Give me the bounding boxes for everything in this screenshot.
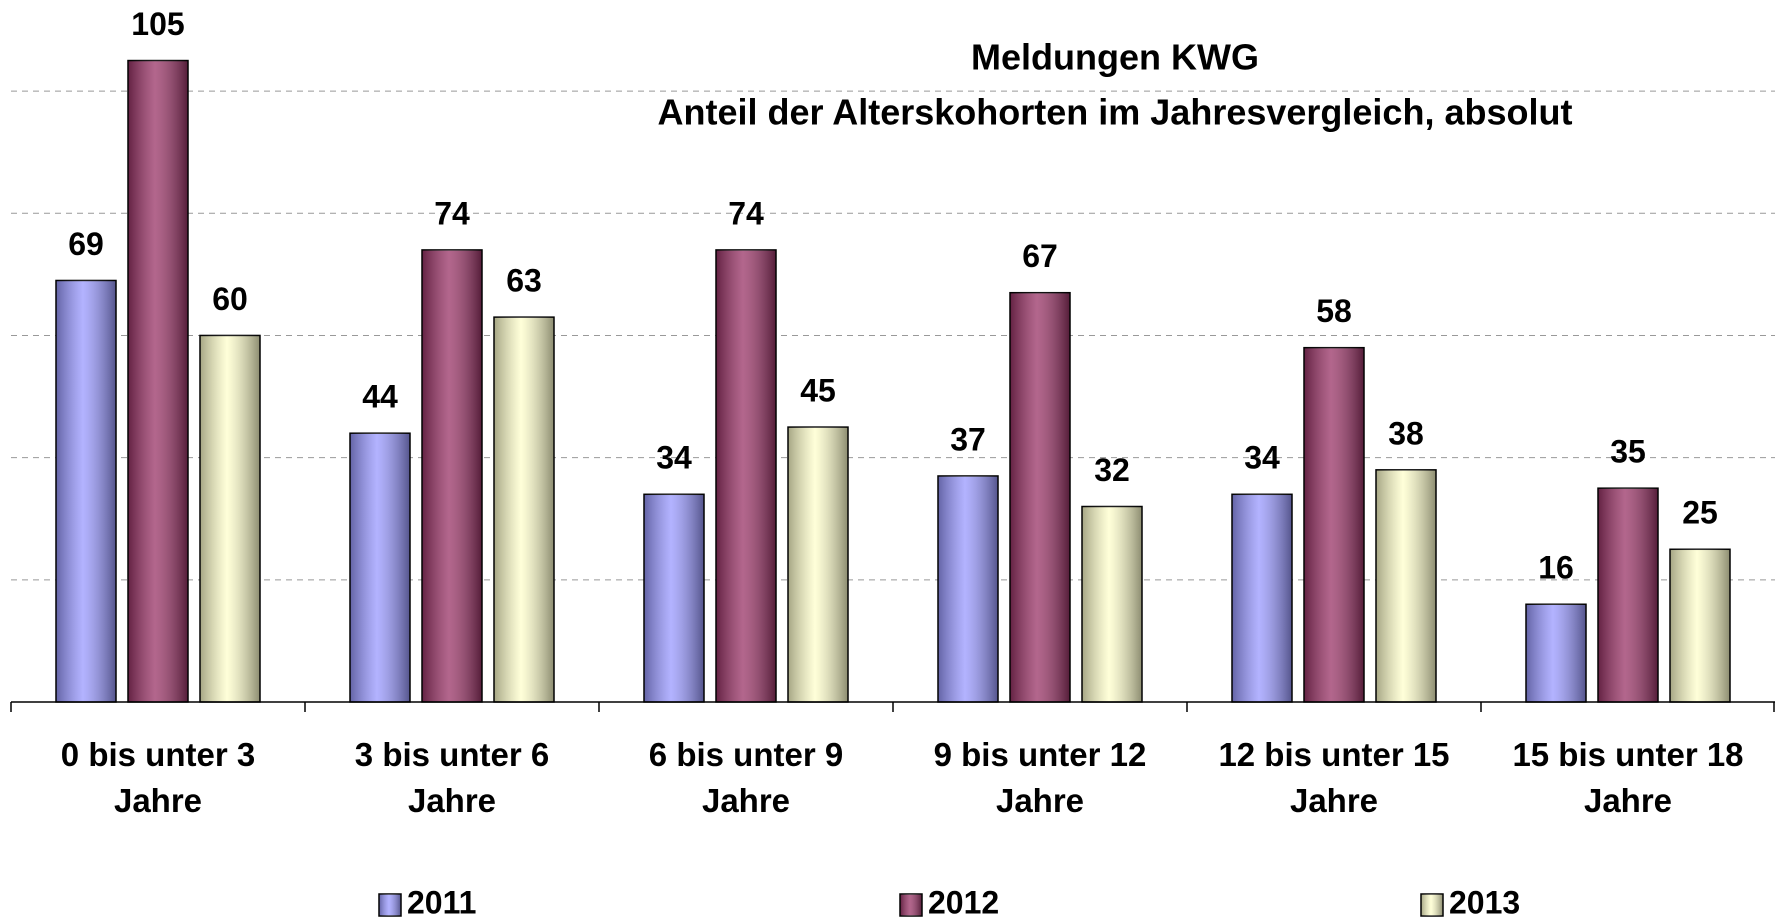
bar: [643, 493, 705, 703]
data-label: 74: [728, 195, 764, 231]
legend-label: 2012: [928, 884, 999, 920]
data-label: 60: [212, 281, 248, 317]
data-label: 74: [434, 195, 470, 231]
x-tick-label: 9 bis unter 12 Jahre: [933, 736, 1147, 819]
data-label: 44: [362, 379, 398, 415]
chart-subtitle: Anteil der Alterskohorten im Jahresvergl…: [658, 92, 1573, 133]
bar: [937, 475, 999, 703]
data-label: 16: [1538, 550, 1574, 586]
bar: [421, 249, 483, 703]
data-label: 58: [1316, 293, 1352, 329]
bar: [493, 316, 555, 703]
bar: [715, 249, 777, 703]
legend-swatch-shade: [1421, 894, 1443, 916]
bar: [55, 279, 117, 703]
bar: [1525, 603, 1587, 703]
data-label: 34: [1244, 440, 1280, 476]
data-label: 105: [131, 6, 184, 42]
data-label: 69: [68, 226, 104, 262]
bar: [199, 334, 261, 703]
data-label: 38: [1388, 415, 1424, 451]
data-label: 32: [1094, 452, 1130, 488]
x-tick-label: 6 bis unter 9 Jahre: [648, 736, 844, 819]
data-label: 25: [1682, 495, 1718, 531]
x-tick-label: 15 bis unter 18 Jahre: [1512, 736, 1744, 819]
bar: [1375, 469, 1437, 703]
data-label: 37: [950, 421, 986, 457]
bar: [1303, 346, 1365, 703]
x-tick-label: 0 bis unter 3 Jahre: [60, 736, 256, 819]
legend-label: 2011: [407, 884, 476, 920]
bar: [1669, 548, 1731, 703]
data-label: 35: [1610, 434, 1646, 470]
bar: [1597, 487, 1659, 703]
bar: [787, 426, 849, 703]
chart-title: Meldungen KWG: [971, 37, 1259, 78]
data-label: 63: [506, 263, 542, 299]
legend-label: 2013: [1449, 884, 1520, 920]
bar: [1009, 291, 1071, 703]
legend-swatch-shade: [379, 894, 401, 916]
x-tick-label: 12 bis unter 15 Jahre: [1218, 736, 1450, 819]
x-tick-label: 3 bis unter 6 Jahre: [354, 736, 550, 819]
data-label: 45: [800, 373, 836, 409]
bar: [1081, 505, 1143, 703]
bar: [127, 59, 189, 703]
bar: [349, 432, 411, 703]
bar: [1231, 493, 1293, 703]
legend-swatch-shade: [900, 894, 922, 916]
data-label: 34: [656, 440, 692, 476]
data-label: 67: [1022, 238, 1058, 274]
